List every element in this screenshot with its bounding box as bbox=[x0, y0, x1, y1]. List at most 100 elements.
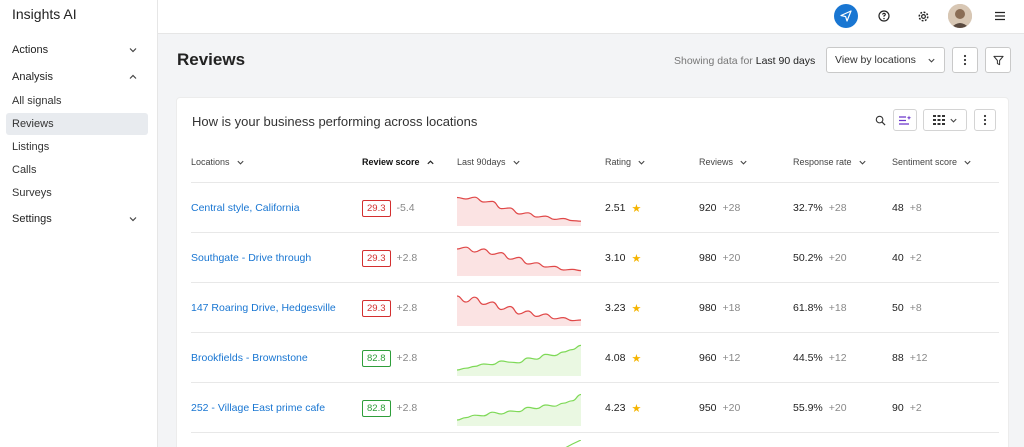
response-rate-delta: +18 bbox=[828, 302, 847, 314]
table-row[interactable]: 147 Roaring Drive, Hedgesville 29.3 +2.8 … bbox=[191, 283, 999, 333]
rating-value: 3.23 bbox=[605, 302, 626, 314]
column-label: Review score bbox=[362, 157, 420, 167]
sidebar-item-listings[interactable]: Listings bbox=[6, 136, 148, 158]
chevron-down-icon bbox=[858, 160, 866, 165]
sentiment-score-value: 48 bbox=[892, 202, 904, 214]
column-header-last-90-days[interactable]: Last 90days bbox=[457, 157, 521, 167]
sentiment-score-value: 88 bbox=[892, 352, 904, 364]
reviews-count: 960 bbox=[699, 352, 717, 364]
rating-value: 4.08 bbox=[605, 352, 626, 364]
column-label: Sentiment score bbox=[892, 157, 958, 167]
locations-performance-card: How is your business performing across l… bbox=[176, 97, 1009, 447]
sparkle-list-icon bbox=[899, 115, 912, 125]
table-row[interactable]: 252 - Village East prime cafe 82.8 +2.8 4… bbox=[191, 383, 999, 433]
column-header-sentiment-score[interactable]: Sentiment score bbox=[892, 157, 972, 167]
chevron-down-icon bbox=[129, 217, 137, 222]
column-label: Reviews bbox=[699, 157, 734, 167]
chevron-down-icon bbox=[928, 58, 935, 63]
sparkline-area bbox=[457, 296, 581, 326]
reviews-count: 980 bbox=[699, 302, 717, 314]
table-row[interactable]: Southgate - Drive through 29.3 +2.8 3.10 ★… bbox=[191, 233, 999, 283]
sparkline-line bbox=[457, 344, 581, 371]
response-rate-value: 44.5% bbox=[793, 352, 823, 364]
trend-sparkline-partial bbox=[565, 440, 581, 447]
trend-sparkline bbox=[457, 344, 581, 376]
reviews-delta: +20 bbox=[722, 402, 741, 414]
response-rate-delta: +20 bbox=[828, 402, 847, 414]
review-score-delta: +2.8 bbox=[396, 302, 418, 314]
table-row[interactable]: Brookfields - Brownstone 82.8 +2.8 4.08 ★ … bbox=[191, 333, 999, 383]
sidebar-item-all-signals[interactable]: All signals bbox=[6, 90, 148, 112]
sidebar-group-label: Actions bbox=[12, 44, 49, 56]
response-rate-value: 32.7% bbox=[793, 202, 823, 214]
send-button[interactable] bbox=[834, 4, 858, 28]
reviews-count: 920 bbox=[699, 202, 717, 214]
more-options-button[interactable] bbox=[952, 47, 978, 73]
column-header-locations[interactable]: Locations bbox=[191, 157, 245, 167]
location-link[interactable]: 147 Roaring Drive, Hedgesville bbox=[191, 302, 336, 314]
filter-button[interactable] bbox=[985, 47, 1011, 73]
column-header-rating[interactable]: Rating bbox=[605, 157, 646, 167]
star-icon: ★ bbox=[631, 302, 642, 315]
trend-sparkline bbox=[457, 393, 581, 426]
location-link[interactable]: Brookfields - Brownstone bbox=[191, 352, 308, 364]
column-label: Response rate bbox=[793, 157, 852, 167]
column-label: Last 90days bbox=[457, 157, 506, 167]
review-score-delta: +2.8 bbox=[396, 252, 418, 264]
menu-button[interactable] bbox=[988, 4, 1012, 28]
table-row[interactable]: Central style, California 29.3 -5.4 2.51 ★… bbox=[191, 183, 999, 233]
send-icon bbox=[840, 10, 852, 22]
sidebar-item-surveys[interactable]: Surveys bbox=[6, 182, 148, 204]
column-header-response-rate[interactable]: Response rate bbox=[793, 157, 867, 167]
column-header-review-score[interactable]: Review score bbox=[362, 157, 435, 167]
filter-icon bbox=[992, 55, 1004, 65]
avatar[interactable] bbox=[948, 4, 972, 28]
sidebar-item-reviews[interactable]: Reviews bbox=[6, 113, 148, 135]
search-icon bbox=[875, 115, 886, 126]
sidebar-group-actions[interactable]: Actions bbox=[0, 38, 158, 62]
gear-icon bbox=[917, 10, 929, 22]
column-header-reviews[interactable]: Reviews bbox=[699, 157, 748, 167]
chevron-up-icon bbox=[426, 159, 434, 164]
review-score-delta: -5.4 bbox=[396, 202, 415, 214]
help-button[interactable] bbox=[872, 4, 896, 28]
sidebar-group-settings[interactable]: Settings bbox=[0, 207, 158, 231]
location-link[interactable]: Southgate - Drive through bbox=[191, 252, 312, 264]
view-by-value: View by locations bbox=[835, 54, 916, 66]
star-icon: ★ bbox=[631, 252, 642, 265]
sentiment-score-delta: +8 bbox=[909, 302, 922, 314]
menu-icon bbox=[995, 11, 1005, 21]
ai-summary-button[interactable] bbox=[893, 109, 917, 131]
search-button[interactable] bbox=[871, 109, 889, 131]
card-more-button[interactable] bbox=[974, 109, 996, 131]
review-score-badge: 82.8 bbox=[362, 349, 391, 367]
column-layout-select[interactable] bbox=[923, 109, 967, 131]
sparkline-line bbox=[457, 393, 581, 421]
chevron-down-icon bbox=[512, 160, 520, 165]
sidebar-item-calls[interactable]: Calls bbox=[6, 159, 148, 181]
review-score-badge: 29.3 bbox=[362, 199, 391, 217]
sparkline-area bbox=[457, 394, 581, 426]
help-icon bbox=[878, 10, 890, 22]
sidebar: Insights AI Actions Analysis All signals… bbox=[0, 0, 158, 447]
sidebar-item-label: Reviews bbox=[12, 118, 54, 130]
grid-icon bbox=[932, 115, 945, 125]
sidebar-item-label: Listings bbox=[12, 141, 50, 153]
response-rate-delta: +20 bbox=[828, 252, 847, 264]
sentiment-score-value: 90 bbox=[892, 402, 904, 414]
trend-sparkline bbox=[457, 246, 581, 276]
review-score-delta: +2.8 bbox=[396, 402, 418, 414]
sidebar-item-label: Calls bbox=[12, 164, 37, 176]
chevron-up-icon bbox=[129, 74, 137, 79]
location-link[interactable]: 252 - Village East prime cafe bbox=[191, 402, 326, 414]
sidebar-item-label: All signals bbox=[12, 95, 62, 107]
view-by-select[interactable]: View by locations bbox=[826, 47, 945, 73]
sentiment-score-delta: +2 bbox=[909, 402, 922, 414]
column-label: Locations bbox=[191, 157, 230, 167]
settings-button[interactable] bbox=[911, 4, 935, 28]
response-rate-delta: +12 bbox=[828, 352, 847, 364]
location-link[interactable]: Central style, California bbox=[191, 202, 300, 214]
sparkline-line bbox=[457, 196, 581, 222]
sidebar-group-label: Analysis bbox=[12, 71, 53, 83]
sidebar-group-analysis[interactable]: Analysis bbox=[0, 65, 158, 89]
